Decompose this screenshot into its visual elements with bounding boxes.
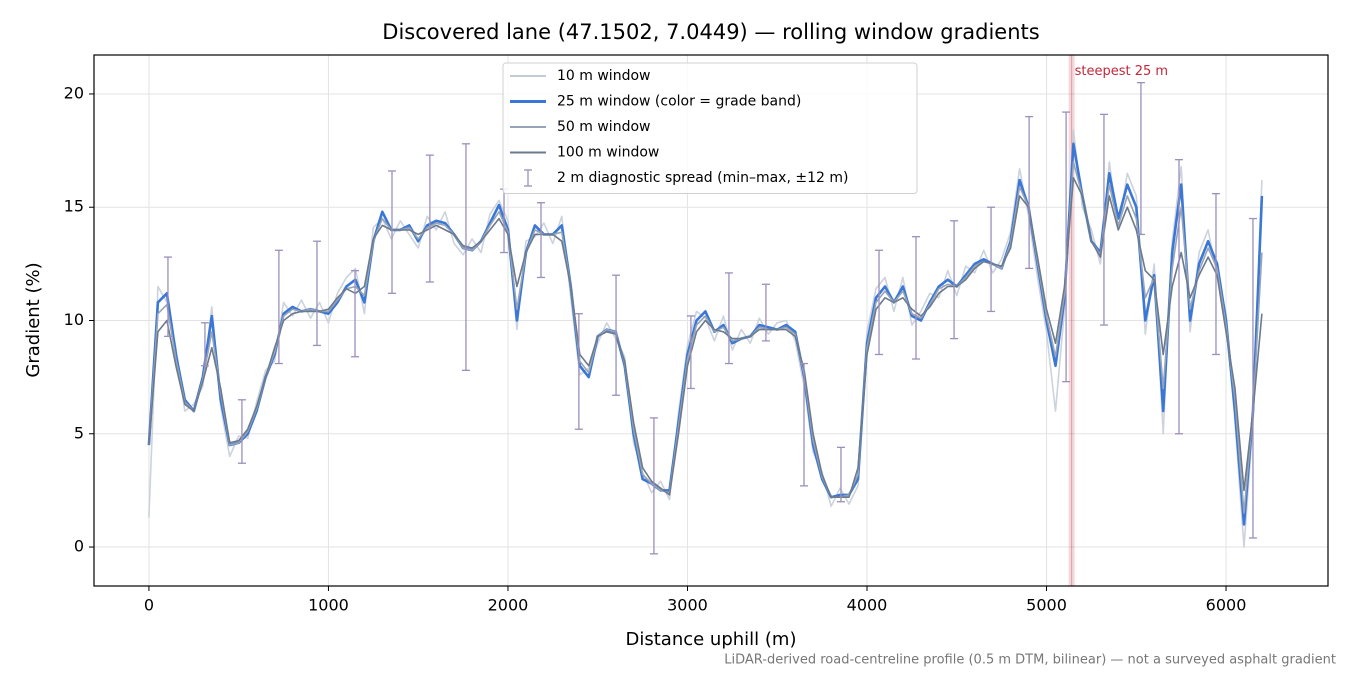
- x-tick-label: 3000: [667, 596, 708, 615]
- error-bar: [274, 249, 283, 365]
- error-bar: [686, 315, 695, 390]
- y-tick-label: 15: [64, 197, 84, 216]
- x-tick-label: 5000: [1026, 596, 1067, 615]
- x-tick-label: 1000: [308, 596, 349, 615]
- x-axis-label: Distance uphill (m): [626, 629, 797, 650]
- error-bar: [612, 274, 621, 396]
- y-tick-label: 10: [64, 310, 84, 329]
- x-tick-label: 6000: [1206, 596, 1247, 615]
- y-tick-label: 20: [64, 83, 84, 102]
- series-line: [147, 142, 1264, 526]
- error-bar: [574, 313, 583, 430]
- plot-frame: [93, 54, 1329, 587]
- error-bar: [912, 236, 921, 360]
- error-bar: [387, 170, 396, 294]
- legend-label: 10 m window: [557, 68, 650, 84]
- error-bar: [875, 249, 884, 356]
- error-bar: [1211, 192, 1220, 356]
- error-bar: [500, 188, 509, 254]
- y-tick-label: 5: [74, 423, 84, 442]
- error-bar: [987, 206, 996, 313]
- error-bar: [163, 256, 172, 338]
- legend-box: [502, 62, 918, 194]
- error-bar: [649, 417, 658, 555]
- error-bar: [836, 446, 845, 503]
- error-bar: [536, 202, 545, 279]
- x-tick-label: 0: [144, 596, 154, 615]
- x-tick-label: 2000: [488, 596, 529, 615]
- y-axis-label: Gradient (%): [23, 262, 44, 377]
- legend-label: 2 m diagnostic spread (min–max, ±12 m): [557, 170, 848, 186]
- footnote: LiDAR-derived road-centreline profile (0…: [724, 653, 1336, 668]
- y-tick-label: 0: [74, 537, 84, 556]
- error-bar: [799, 362, 808, 487]
- series-line: [148, 161, 1263, 514]
- error-bar: [461, 143, 470, 371]
- error-bar: [425, 154, 434, 283]
- error-bar: [1025, 115, 1034, 270]
- error-bar: [1136, 81, 1145, 236]
- error-bar: [1175, 159, 1184, 435]
- legend-label: 50 m window: [557, 119, 650, 135]
- error-bar: [237, 399, 246, 464]
- steepest-band: [1068, 55, 1075, 586]
- error-bar: [351, 270, 360, 358]
- annotation: steepest 25 m: [1075, 64, 1168, 79]
- legend-label: 25 m window (color = grade band): [557, 94, 801, 110]
- error-bar: [724, 272, 733, 365]
- error-bar: [761, 283, 770, 342]
- error-bar: [1099, 113, 1108, 326]
- error-bar: [1248, 217, 1257, 539]
- chart-title: Discovered lane (47.1502, 7.0449) — roll…: [382, 20, 1039, 44]
- error-bar: [200, 322, 209, 367]
- error-bar: [1062, 111, 1071, 383]
- legend-label: 100 m window: [557, 145, 659, 161]
- error-bar: [950, 220, 959, 340]
- series-line: [148, 177, 1263, 498]
- error-bar: [312, 240, 321, 347]
- x-tick-label: 4000: [847, 596, 888, 615]
